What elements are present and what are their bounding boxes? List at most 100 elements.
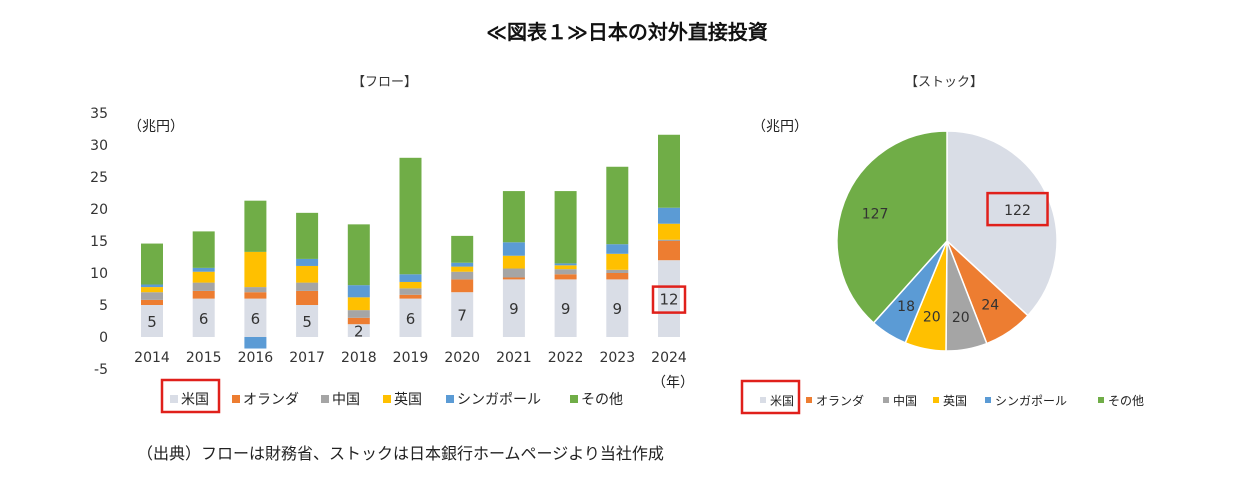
data-label-2020: 7 [457,307,467,325]
bar-segment-米国-2019 [399,298,422,337]
bar-segment-英国-2018 [347,297,370,311]
bar-segment-中国-2021 [502,268,525,278]
bar-segment-シンガポール-2016 [244,337,267,349]
bar-segment-米国-2023 [606,279,629,337]
bar-segment-オランダ-2016 [244,292,267,299]
bar-segment-シンガポール-2018 [347,285,370,298]
bar-segment-中国-2014 [141,292,163,300]
data-label-2021: 9 [509,300,519,318]
bar-segment-オランダ-2022 [554,274,577,280]
x-tick-label-2015: 2015 [186,350,222,366]
pie-label-オランダ: 24 [981,298,999,314]
legend-swatch-シンガポール [985,397,991,403]
x-tick-label-2014: 2014 [134,350,170,366]
bar-segment-シンガポール-2021 [502,242,525,256]
data-label-2019: 6 [406,310,416,328]
data-label-2016: 6 [251,310,261,328]
x-tick-label-2018: 2018 [341,350,377,366]
y-tick-label-0: 35 [90,106,108,122]
flow-bar-chart: 35302520151050-5（兆円）20145201562016620175… [90,106,694,414]
bar-segment-中国-2015 [192,282,215,291]
x-tick-label-2021: 2021 [496,350,532,366]
bar-segment-オランダ-2017 [296,290,319,305]
bar-segment-その他-2019 [399,157,422,275]
bar-segment-オランダ-2024 [658,241,680,261]
legend-label-オランダ: オランダ [816,393,864,408]
data-label-2023: 9 [613,300,623,318]
x-tick-label-2016: 2016 [238,350,274,366]
bar-segment-米国-2021 [502,279,525,337]
bar-segment-オランダ-2021 [502,277,525,280]
bar-segment-その他-2017 [296,212,319,259]
pie-label-中国: 20 [952,310,970,326]
y-tick-label-7: 0 [99,330,108,346]
legend-swatch-中国 [883,397,889,403]
bar-segment-米国-2016 [244,298,267,337]
pie-slice-その他 [836,130,948,324]
bar-segment-オランダ-2019 [399,294,422,299]
x-tick-label-2023: 2023 [599,350,635,366]
legend-label-中国: 中国 [332,392,360,408]
legend-swatch-シンガポール [446,395,454,403]
y-tick-label-5: 10 [90,266,108,282]
bar-segment-シンガポール-2015 [192,267,215,272]
legend-swatch-その他 [1098,397,1104,403]
bar-segment-その他-2020 [451,235,474,263]
x-tick-label-2022: 2022 [548,350,584,366]
bar-segment-シンガポール-2024 [658,207,680,224]
stock-chart-subtitle: 【ストック】 [905,75,984,90]
bar-segment-中国-2016 [244,287,267,293]
legend-label-米国: 米国 [770,394,794,408]
bar-segment-シンガポール-2014 [141,284,163,288]
stock-unit-label: （兆円） [752,119,808,135]
y-tick-label-4: 15 [90,234,108,250]
legend-label-その他: その他 [1108,394,1144,408]
bar-segment-英国-2019 [399,281,422,289]
legend-label-シンガポール: シンガポール [995,394,1067,408]
bar-segment-オランダ-2014 [141,299,163,305]
source-note: （出典）フローは財務省、ストックは日本銀行ホームページより当社作成 [137,444,664,463]
bar-segment-シンガポール-2020 [451,262,474,267]
bar-segment-オランダ-2020 [451,279,474,293]
x-tick-label-2020: 2020 [444,350,480,366]
bar-segment-その他-2014 [141,243,163,285]
bar-segment-シンガポール-2019 [399,274,422,282]
data-label-2022: 9 [561,300,571,318]
pie-label-シンガポール: 18 [897,299,915,315]
y-tick-label-6: 5 [99,298,108,314]
legend-swatch-英国 [383,395,391,403]
bar-segment-中国-2018 [347,310,370,318]
bar-segment-オランダ-2018 [347,317,370,325]
bar-segment-米国-2024 [658,260,680,337]
legend-swatch-その他 [570,395,578,403]
bar-segment-米国-2014 [141,305,163,337]
bar-segment-米国-2018 [347,324,370,337]
bar-segment-英国-2023 [606,253,629,270]
bar-segment-英国-2022 [554,265,577,270]
bar-segment-英国-2021 [502,255,525,269]
legend-swatch-オランダ [806,397,812,403]
highlight-box-legend-stock [740,379,801,415]
x-tick-label-2017: 2017 [289,350,325,366]
bar-segment-シンガポール-2022 [554,263,577,266]
legend-label-その他: その他 [581,392,623,408]
bar-segment-その他-2018 [347,224,370,286]
bar-segment-その他-2015 [192,231,215,268]
legend-swatch-英国 [933,397,939,403]
flow-unit-label: （兆円） [128,119,184,135]
bar-segment-その他-2021 [502,191,525,243]
legend-swatch-オランダ [232,395,240,403]
data-label-2024: 12 [659,291,678,309]
bar-segment-中国-2023 [606,269,629,273]
bar-segment-英国-2017 [296,265,319,283]
bar-segment-シンガポール-2023 [606,244,629,254]
bar-segment-英国-2016 [244,251,267,288]
legend-label-英国: 英国 [943,394,967,408]
pie-label-その他: 127 [862,207,889,223]
pie-label-米国: 122 [1004,203,1031,219]
highlight-box-flow [651,285,687,314]
legend-label-中国: 中国 [893,393,917,408]
bar-segment-その他-2016 [244,200,267,252]
bar-segment-中国-2019 [399,288,422,295]
data-label-2018: 2 [354,323,364,341]
